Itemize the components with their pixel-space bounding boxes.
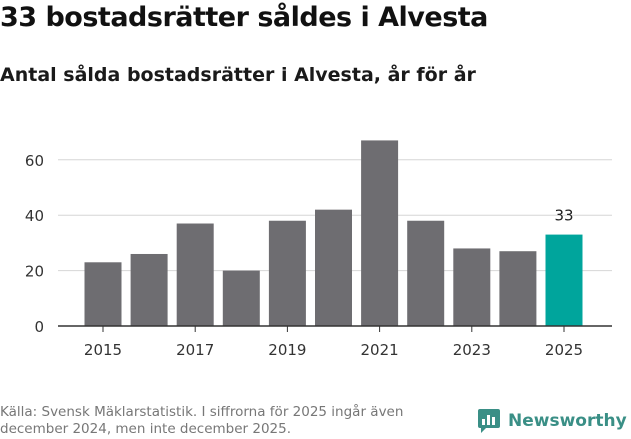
bar-2022[interactable]	[407, 220, 445, 326]
y-tick-label-0: 0	[34, 318, 44, 336]
bar-2018[interactable]	[222, 270, 260, 326]
source-note: Källa: Svensk Mäklarstatistik. I siffror…	[0, 404, 404, 437]
y-tick-label-20: 20	[25, 263, 44, 281]
bar-2024[interactable]	[499, 251, 537, 326]
bar-2019[interactable]	[268, 220, 306, 326]
bar-2025[interactable]	[545, 234, 583, 326]
x-tick-label-2023: 2023	[453, 341, 491, 359]
x-tick-label-2017: 2017	[176, 341, 214, 359]
bar-2016[interactable]	[130, 253, 168, 326]
x-tick-label-2015: 2015	[84, 341, 122, 359]
axis-layer	[58, 325, 612, 332]
newsworthy-logo-text: Newsworthy	[508, 411, 627, 431]
y-tick-label-60: 60	[25, 152, 44, 170]
y-tick-label-40: 40	[25, 207, 44, 225]
bar-2017[interactable]	[176, 223, 214, 326]
newsworthy-logo-icon	[478, 409, 500, 433]
chart-title: 33 bostadsrätter såldes i Alvesta	[0, 2, 488, 33]
chart-subtitle: Antal sålda bostadsrätter i Alvesta, år …	[0, 64, 476, 86]
bar-2020[interactable]	[315, 209, 352, 326]
label-layer: 0 20 40 60 2015 2017 2019 2021 2023 2025 33	[25, 152, 583, 359]
x-tick-label-2025: 2025	[545, 341, 583, 359]
bar-2015[interactable]	[84, 262, 122, 326]
bar-2021[interactable]	[361, 140, 399, 326]
data-label-2025: 33	[554, 207, 573, 225]
x-tick-label-2019: 2019	[268, 341, 306, 359]
bar-layer	[84, 140, 583, 326]
bar-2023[interactable]	[453, 248, 491, 326]
x-tick-label-2021: 2021	[361, 341, 399, 359]
newsworthy-logo[interactable]: Newsworthy	[476, 408, 627, 434]
